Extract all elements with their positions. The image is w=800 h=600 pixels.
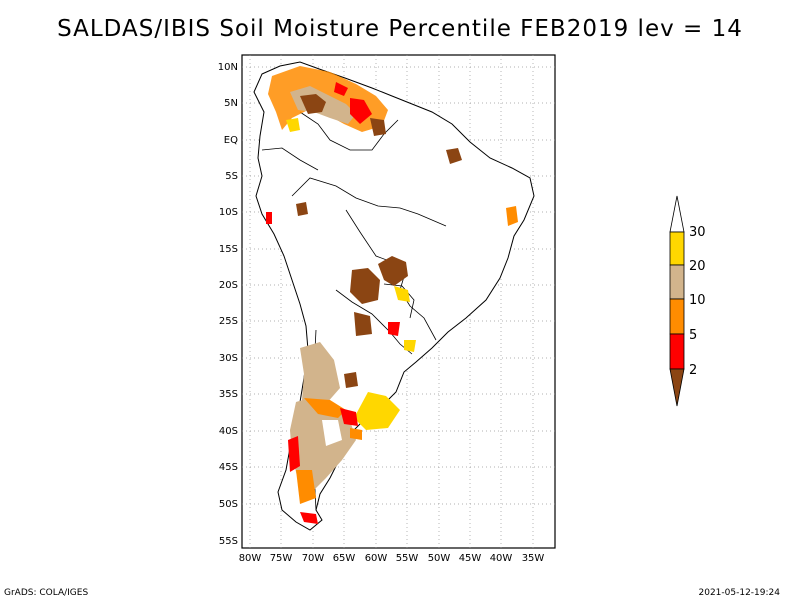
- lat-label: 20S: [219, 280, 238, 291]
- colorbar-segment-20-30: [669, 231, 685, 266]
- colorbar-segment-10-20: [669, 264, 685, 300]
- lat-tick-labels: 10N 5N EQ 5S 10S 15S 20S 25S 30S 35S 40S…: [218, 62, 238, 547]
- colorbar-label: 30: [689, 225, 706, 240]
- colorbar-label: 2: [689, 363, 697, 378]
- lat-label: 30S: [219, 353, 238, 364]
- lon-label: 40W: [490, 553, 513, 564]
- lon-label: 75W: [270, 553, 293, 564]
- colorbar-segment-5-10: [669, 298, 685, 335]
- lon-label: 45W: [459, 553, 482, 564]
- colorbar-below-arrow: [669, 368, 685, 407]
- colorbar-label: 10: [689, 293, 706, 308]
- colorbar-label: 20: [689, 259, 706, 274]
- lat-label: 50S: [219, 499, 238, 510]
- colorbar-labels: 30 20 10 5 2: [689, 225, 706, 378]
- lat-label: 15S: [219, 244, 238, 255]
- lon-label: 50W: [428, 553, 451, 564]
- footer-timestamp: 2021-05-12-19:24: [698, 588, 781, 598]
- lat-label: 10N: [218, 62, 238, 73]
- colorbar-above-arrow: [669, 195, 685, 233]
- lat-label: 25S: [219, 316, 238, 327]
- colorbar-label: 5: [689, 328, 697, 343]
- lon-label: 80W: [239, 553, 262, 564]
- lon-label: 70W: [302, 553, 325, 564]
- lon-label: 55W: [396, 553, 419, 564]
- lat-label: 45S: [219, 462, 238, 473]
- map-title: SALDAS/IBIS Soil Moisture Percentile FEB…: [57, 16, 743, 42]
- lon-tick-labels: 80W 75W 70W 65W 60W 55W 50W 45W 40W 35W: [239, 553, 545, 564]
- lat-label: 55S: [219, 536, 238, 547]
- lon-label: 65W: [333, 553, 356, 564]
- colorbar-segment-2-5: [669, 333, 685, 370]
- lon-label: 35W: [522, 553, 545, 564]
- lon-label: 60W: [365, 553, 388, 564]
- lat-label: 5N: [224, 98, 238, 109]
- footer-credit: GrADS: COLA/IGES: [4, 588, 89, 598]
- percentile-patches: [266, 66, 518, 524]
- lat-label: 40S: [219, 426, 238, 437]
- colorbar: [669, 195, 685, 407]
- lat-label: 10S: [219, 207, 238, 218]
- lat-label: EQ: [224, 135, 238, 146]
- lat-label: 35S: [219, 389, 238, 400]
- lat-label: 5S: [225, 171, 238, 182]
